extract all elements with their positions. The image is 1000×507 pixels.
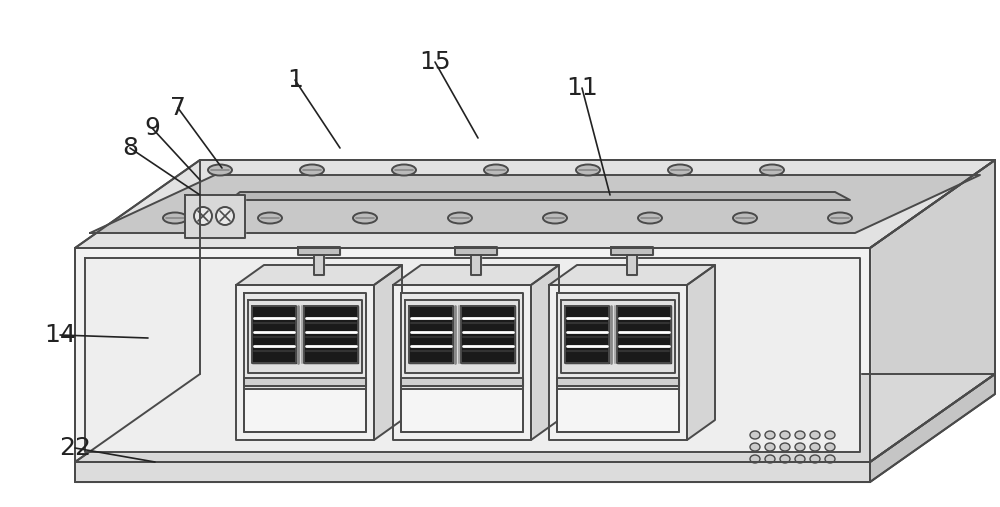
Ellipse shape [810, 455, 820, 463]
Ellipse shape [668, 164, 692, 175]
Text: 11: 11 [566, 76, 598, 100]
Polygon shape [531, 265, 559, 440]
Polygon shape [298, 247, 340, 255]
Ellipse shape [765, 431, 775, 439]
Polygon shape [557, 389, 679, 432]
Polygon shape [557, 378, 679, 386]
Polygon shape [405, 300, 519, 373]
Ellipse shape [194, 207, 212, 225]
Text: 14: 14 [44, 323, 76, 347]
Text: 22: 22 [59, 436, 91, 460]
Ellipse shape [484, 164, 508, 175]
Polygon shape [565, 306, 609, 363]
Ellipse shape [795, 431, 805, 439]
Ellipse shape [780, 431, 790, 439]
Text: 9: 9 [144, 116, 160, 140]
Ellipse shape [750, 455, 760, 463]
Ellipse shape [576, 164, 600, 175]
Polygon shape [611, 247, 653, 255]
Ellipse shape [810, 443, 820, 451]
Polygon shape [549, 265, 715, 285]
Ellipse shape [392, 164, 416, 175]
Polygon shape [236, 285, 374, 440]
Polygon shape [230, 192, 850, 200]
Ellipse shape [208, 164, 232, 175]
Polygon shape [393, 285, 531, 440]
Polygon shape [627, 255, 637, 275]
Ellipse shape [300, 164, 324, 175]
Polygon shape [401, 389, 523, 432]
Polygon shape [455, 247, 497, 255]
Ellipse shape [795, 443, 805, 451]
Polygon shape [244, 293, 366, 432]
Ellipse shape [163, 212, 187, 224]
Polygon shape [244, 389, 366, 432]
Text: 8: 8 [122, 136, 138, 160]
Ellipse shape [216, 207, 234, 225]
Polygon shape [401, 378, 523, 386]
Ellipse shape [765, 443, 775, 451]
Ellipse shape [543, 212, 567, 224]
Polygon shape [393, 265, 559, 285]
Ellipse shape [828, 212, 852, 224]
Polygon shape [85, 258, 860, 452]
Polygon shape [374, 265, 402, 440]
Polygon shape [252, 306, 296, 363]
Polygon shape [471, 255, 481, 275]
Polygon shape [314, 255, 324, 275]
Polygon shape [236, 265, 402, 285]
Polygon shape [870, 374, 995, 482]
Ellipse shape [750, 443, 760, 451]
Ellipse shape [448, 212, 472, 224]
Ellipse shape [810, 431, 820, 439]
Ellipse shape [733, 212, 757, 224]
Polygon shape [409, 306, 453, 363]
Ellipse shape [780, 455, 790, 463]
Polygon shape [557, 293, 679, 432]
Text: 1: 1 [287, 68, 303, 92]
Polygon shape [304, 306, 358, 363]
Polygon shape [549, 285, 687, 440]
Polygon shape [244, 378, 366, 386]
Ellipse shape [825, 431, 835, 439]
Polygon shape [75, 462, 870, 482]
Ellipse shape [258, 212, 282, 224]
Polygon shape [185, 195, 245, 238]
Ellipse shape [795, 455, 805, 463]
Text: 15: 15 [419, 50, 451, 74]
Polygon shape [687, 265, 715, 440]
Ellipse shape [825, 443, 835, 451]
Ellipse shape [750, 431, 760, 439]
Text: 7: 7 [170, 96, 186, 120]
Ellipse shape [780, 443, 790, 451]
Polygon shape [561, 300, 675, 373]
Ellipse shape [638, 212, 662, 224]
Ellipse shape [765, 455, 775, 463]
Polygon shape [248, 300, 362, 373]
Polygon shape [90, 175, 980, 233]
Ellipse shape [825, 455, 835, 463]
Polygon shape [401, 293, 523, 432]
Polygon shape [617, 306, 671, 363]
Ellipse shape [353, 212, 377, 224]
Ellipse shape [760, 164, 784, 175]
Polygon shape [870, 160, 995, 462]
Polygon shape [75, 374, 995, 462]
Polygon shape [75, 248, 870, 462]
Polygon shape [461, 306, 515, 363]
Polygon shape [75, 160, 995, 248]
